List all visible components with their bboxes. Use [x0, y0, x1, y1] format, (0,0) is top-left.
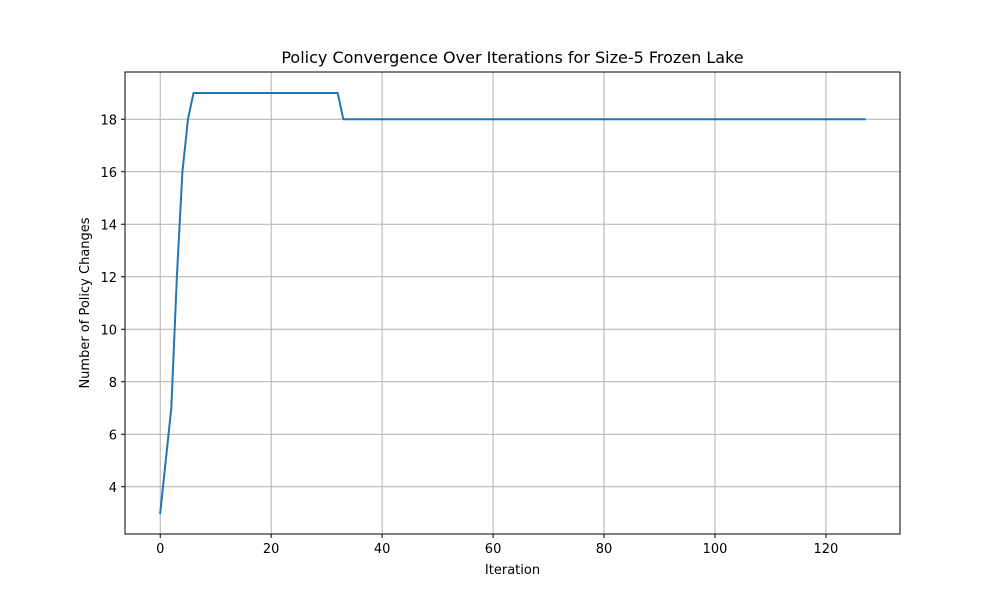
x-tick-label: 80: [596, 542, 613, 557]
x-tick-label: 60: [485, 542, 502, 557]
plot-frame: [124, 71, 901, 535]
y-tick-label: 14: [100, 218, 117, 233]
y-tick-label: 6: [109, 428, 117, 443]
series-layer: [159, 92, 866, 515]
y-tick-label: 16: [100, 166, 117, 181]
y-tick-label: 4: [109, 481, 117, 496]
x-tick-label: 40: [374, 542, 391, 557]
x-tick-label: 20: [263, 542, 280, 557]
series-line-0: [159, 92, 866, 515]
x-tick-label: 120: [814, 542, 839, 557]
y-tick-label: 10: [100, 323, 117, 338]
chart-title: Policy Convergence Over Iterations for S…: [281, 48, 743, 67]
y-tick-label: 12: [100, 271, 117, 286]
x-tick-label: 100: [703, 542, 728, 557]
y-tick-label: 8: [109, 376, 117, 391]
tick-layer: 0 20 40 60 80 100 120 4 6 8 10 12 14 16 18: [100, 113, 838, 557]
y-axis-label: Number of Policy Changes: [78, 217, 93, 388]
y-tick-label: 18: [100, 113, 117, 128]
grid-layer: [125, 72, 900, 534]
x-axis-label: Iteration: [485, 563, 540, 578]
x-tick-label: 0: [156, 542, 164, 557]
